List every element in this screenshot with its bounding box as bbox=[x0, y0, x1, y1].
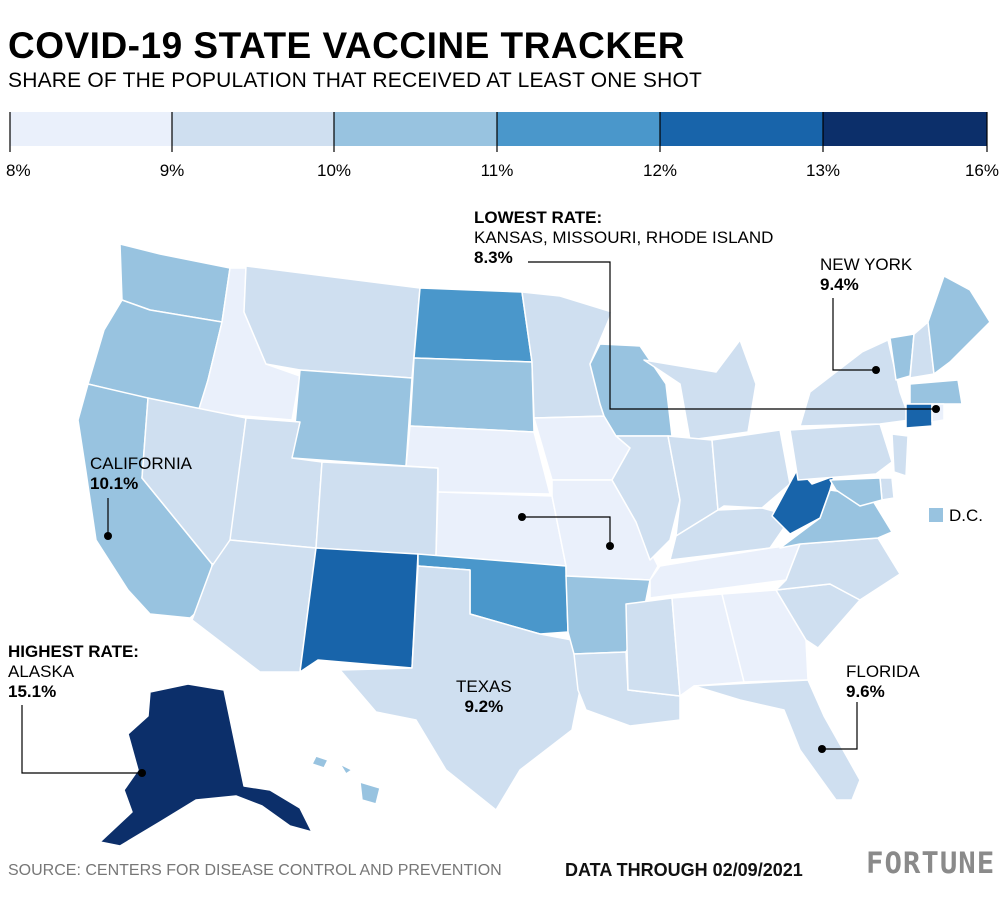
state-texas bbox=[339, 565, 581, 811]
annotation-lowest-states: KANSAS, MISSOURI, RHODE ISLAND bbox=[474, 228, 774, 247]
annotation-highest-heading: HIGHEST RATE: bbox=[8, 642, 139, 661]
annotation-california: CALIFORNIA 10.1% bbox=[90, 454, 192, 494]
annotation-lowest-rate: LOWEST RATE: KANSAS, MISSOURI, RHODE ISL… bbox=[474, 208, 773, 268]
state-south-dakota bbox=[409, 357, 535, 433]
state-florida bbox=[693, 679, 861, 801]
marker-missouri bbox=[606, 542, 614, 550]
marker-rhode-island bbox=[932, 405, 940, 413]
state-new-mexico bbox=[299, 547, 419, 673]
legend-tick-label: 12% bbox=[643, 161, 677, 180]
state-pennsylvania bbox=[789, 423, 893, 481]
annotation-highest-value: 15.1% bbox=[8, 682, 57, 701]
state-connecticut bbox=[905, 403, 933, 429]
marker-alaska bbox=[138, 769, 146, 777]
annotation-ny-value: 9.4% bbox=[820, 275, 859, 294]
state-georgia bbox=[721, 589, 809, 683]
legend-tick-label: 8% bbox=[6, 161, 31, 180]
state-maine bbox=[927, 275, 991, 375]
legend-swatch bbox=[660, 112, 823, 146]
state-michigan bbox=[643, 339, 757, 441]
color-legend: 8% 9% 10% 11% 12% 13% 16% bbox=[6, 112, 999, 180]
state-north-dakota bbox=[413, 287, 533, 363]
annotation-fl-value: 9.6% bbox=[846, 682, 885, 701]
annotation-florida: FLORIDA 9.6% bbox=[846, 662, 920, 702]
legend-swatch bbox=[823, 112, 987, 146]
state-kansas bbox=[435, 491, 567, 567]
dc-label: D.C. bbox=[949, 506, 983, 525]
annotation-ca-value: 10.1% bbox=[90, 474, 139, 493]
legend-tick-label: 10% bbox=[317, 161, 351, 180]
page-title: COVID-19 STATE VACCINE TRACKER bbox=[8, 25, 685, 66]
marker-florida bbox=[818, 745, 826, 753]
marker-kansas bbox=[518, 513, 526, 521]
state-maryland bbox=[829, 477, 883, 507]
marker-california bbox=[104, 532, 112, 540]
legend-tick-label: 11% bbox=[481, 161, 514, 180]
annotation-lowest-value: 8.3% bbox=[474, 248, 513, 267]
legend-swatch bbox=[497, 112, 660, 146]
legend-tick-label: 13% bbox=[806, 161, 840, 180]
dc-legend-item: D.C. bbox=[929, 506, 983, 526]
legend-swatch bbox=[172, 112, 334, 146]
annotation-ny-state: NEW YORK bbox=[820, 255, 913, 274]
legend-swatch bbox=[334, 112, 497, 146]
annotation-lowest-heading: LOWEST RATE: bbox=[474, 208, 603, 227]
state-wyoming bbox=[291, 369, 413, 467]
data-through-note: DATA THROUGH 02/09/2021 bbox=[565, 860, 803, 880]
state-massachusetts bbox=[909, 379, 963, 405]
leader-lowest-rate bbox=[528, 261, 936, 410]
annotation-highest-rate: HIGHEST RATE: ALASKA 15.1% bbox=[8, 642, 139, 702]
legend-tick-label: 16% bbox=[965, 161, 999, 180]
state-ohio bbox=[711, 429, 791, 511]
annotation-texas: TEXAS 9.2% bbox=[456, 677, 512, 717]
dc-swatch bbox=[929, 508, 943, 522]
annotation-fl-state: FLORIDA bbox=[846, 662, 920, 681]
state-montana bbox=[243, 265, 421, 379]
page-subtitle: SHARE OF THE POPULATION THAT RECEIVED AT… bbox=[8, 69, 703, 92]
leader-florida bbox=[822, 702, 858, 750]
source-note: SOURCE: CENTERS FOR DISEASE CONTROL AND … bbox=[8, 862, 502, 879]
state-hawaii bbox=[311, 755, 381, 805]
annotation-new-york: NEW YORK 9.4% bbox=[820, 255, 912, 295]
state-alaska bbox=[99, 683, 313, 847]
leader-lowest-rate-ks bbox=[522, 516, 611, 546]
fortune-logo: FORTUNE bbox=[866, 846, 996, 880]
leader-new-york bbox=[832, 298, 876, 371]
annotation-ca-state: CALIFORNIA bbox=[90, 454, 193, 473]
marker-new-york bbox=[872, 366, 880, 374]
state-new-jersey bbox=[891, 433, 909, 477]
annotation-tx-value: 9.2% bbox=[464, 697, 504, 716]
state-colorado bbox=[315, 461, 439, 557]
annotation-highest-state: ALASKA bbox=[8, 662, 75, 681]
annotation-tx-state: TEXAS bbox=[456, 677, 512, 696]
state-mississippi bbox=[625, 597, 681, 697]
leader-alaska bbox=[21, 705, 142, 774]
state-new-york bbox=[799, 339, 911, 427]
legend-tick-label: 9% bbox=[160, 161, 185, 180]
legend-swatch bbox=[10, 112, 172, 146]
